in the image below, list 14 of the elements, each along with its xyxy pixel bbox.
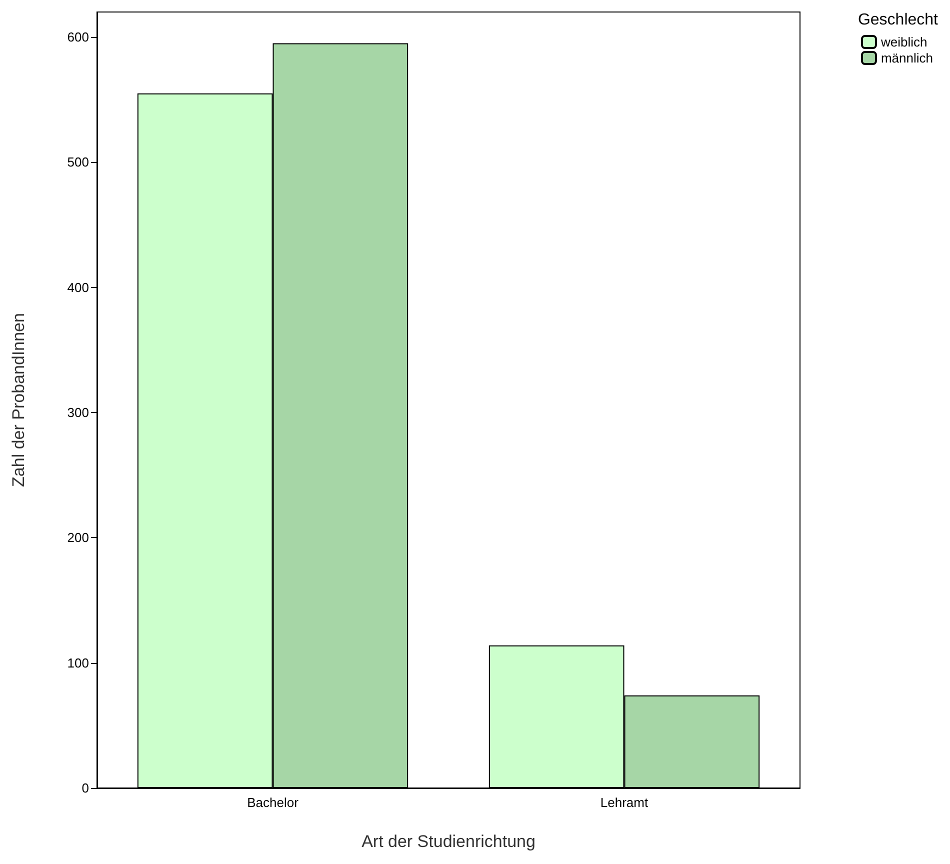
y-axis-title: Zahl der ProbandInnen <box>9 313 28 487</box>
x-tick-label: Bachelor <box>247 795 300 810</box>
y-tick-label: 600 <box>67 30 89 45</box>
y-tick-label: 200 <box>67 530 89 546</box>
y-tick-label: 300 <box>67 405 89 420</box>
legend-label: männlich <box>880 50 934 66</box>
y-tick-label: 0 <box>82 780 89 796</box>
legend-label: weiblich <box>880 34 928 50</box>
legend-title: Geschlecht <box>858 12 939 28</box>
y-tick-label: 400 <box>67 280 89 295</box>
y-tick-label: 100 <box>67 655 89 670</box>
x-axis-title: Art der Studienrichtung <box>362 832 536 851</box>
x-tick-label: Lehramt <box>600 795 648 810</box>
y-tick-label: 500 <box>67 154 89 170</box>
